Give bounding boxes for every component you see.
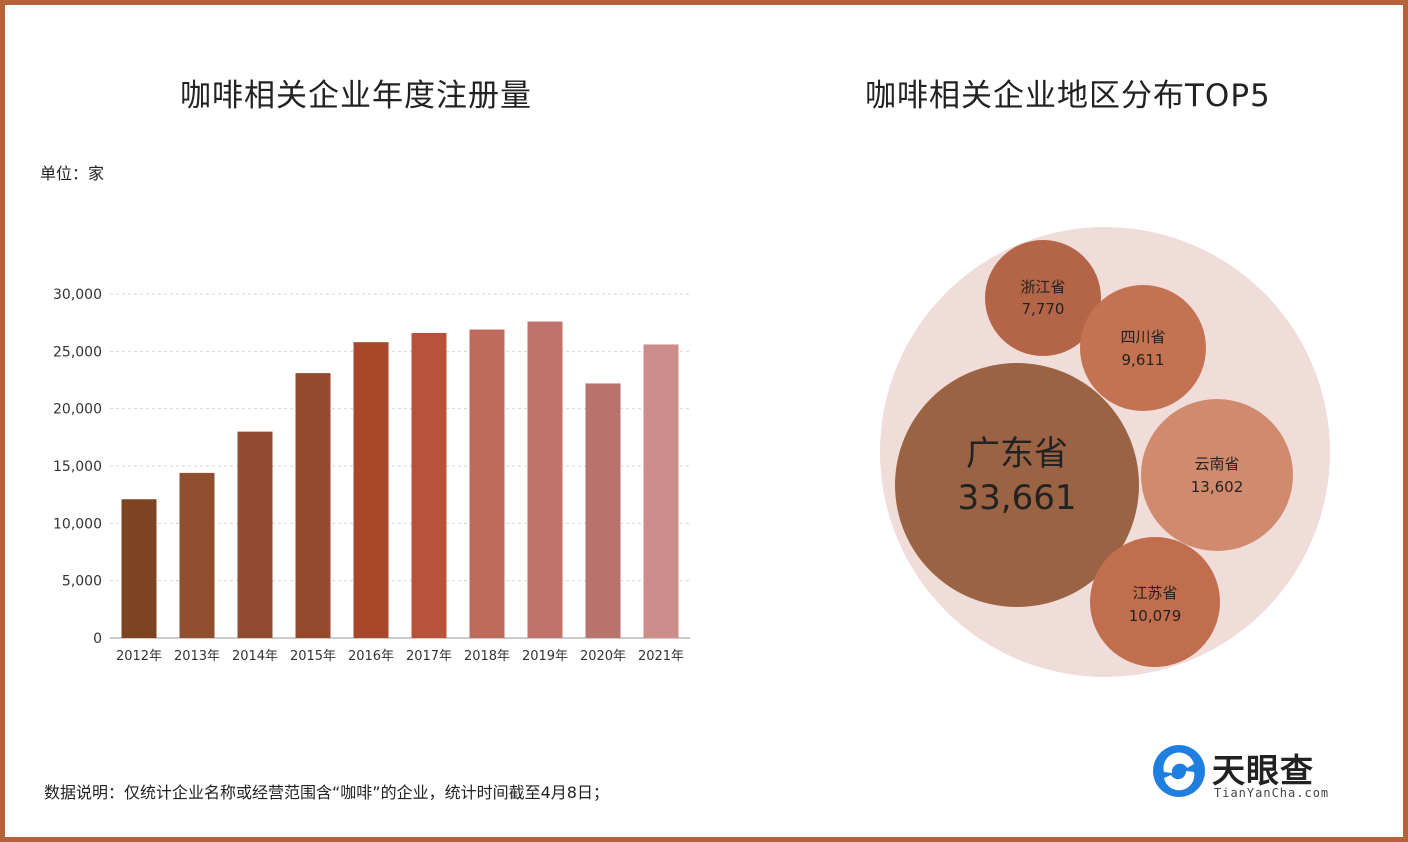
y-tick-label: 25,000 xyxy=(53,344,102,360)
bar xyxy=(469,329,505,638)
bubble-value-label: 13,602 xyxy=(1191,478,1244,496)
y-tick-label: 0 xyxy=(93,631,102,647)
bar xyxy=(237,431,273,638)
x-tick-label: 2016年 xyxy=(348,649,394,664)
bar xyxy=(353,342,389,638)
bubble-value-label: 10,079 xyxy=(1129,607,1182,625)
bar xyxy=(585,383,621,638)
y-tick-label: 15,000 xyxy=(53,459,102,475)
bubble-region-label: 四川省 xyxy=(1120,328,1165,346)
bubble-region-label: 广东省 xyxy=(966,434,1068,474)
y-tick-label: 5,000 xyxy=(62,574,102,590)
bar xyxy=(179,472,215,638)
bubble xyxy=(1090,537,1220,667)
bubble-region-label: 浙江省 xyxy=(1020,278,1065,296)
bar-chart-title: 咖啡相关企业年度注册量 xyxy=(180,78,532,114)
x-tick-label: 2013年 xyxy=(174,649,220,664)
bubble-chart-title: 咖啡相关企业地区分布TOP5 xyxy=(865,78,1271,114)
bubble-region-label: 江苏省 xyxy=(1132,584,1177,602)
bar xyxy=(643,344,679,638)
y-tick-label: 30,000 xyxy=(53,287,102,303)
bubble-value-label: 7,770 xyxy=(1022,300,1065,318)
y-tick-label: 20,000 xyxy=(53,402,102,418)
logo-icon xyxy=(1153,745,1205,797)
bubble xyxy=(985,240,1101,356)
logo-url: TianYanCha.com xyxy=(1214,786,1330,800)
x-tick-label: 2019年 xyxy=(522,649,568,664)
x-tick-label: 2021年 xyxy=(638,649,684,664)
x-tick-label: 2020年 xyxy=(580,649,626,664)
bubble xyxy=(1141,399,1293,551)
bar-chart: 0 5,000 10,000 15,000 20,000 25,000 30,000 2012… xyxy=(53,287,690,664)
bar xyxy=(121,499,157,638)
x-tick-label: 2018年 xyxy=(464,649,510,664)
footnote: 数据说明：仅统计企业名称或经营范围含“咖啡”的企业，统计时间截至4月8日； xyxy=(44,783,609,802)
bar xyxy=(411,332,447,638)
bubble-value-label: 33,661 xyxy=(958,478,1077,518)
x-tick-label: 2017年 xyxy=(406,649,452,664)
y-tick-label: 10,000 xyxy=(53,516,102,532)
bubble xyxy=(895,363,1139,607)
bar xyxy=(527,321,563,638)
bubble-region-label: 云南省 xyxy=(1194,455,1239,473)
bar xyxy=(295,373,331,638)
tianyancha-logo: 天眼查 TianYanCha.com xyxy=(1150,742,1360,802)
x-tick-label: 2015年 xyxy=(290,649,336,664)
x-tick-label: 2014年 xyxy=(232,649,278,664)
x-tick-label: 2012年 xyxy=(116,649,162,664)
bubble-value-label: 9,611 xyxy=(1122,351,1165,369)
unit-label: 单位：家 xyxy=(40,164,105,183)
bubble xyxy=(1080,285,1206,411)
logo-name: 天眼查 xyxy=(1212,751,1314,790)
